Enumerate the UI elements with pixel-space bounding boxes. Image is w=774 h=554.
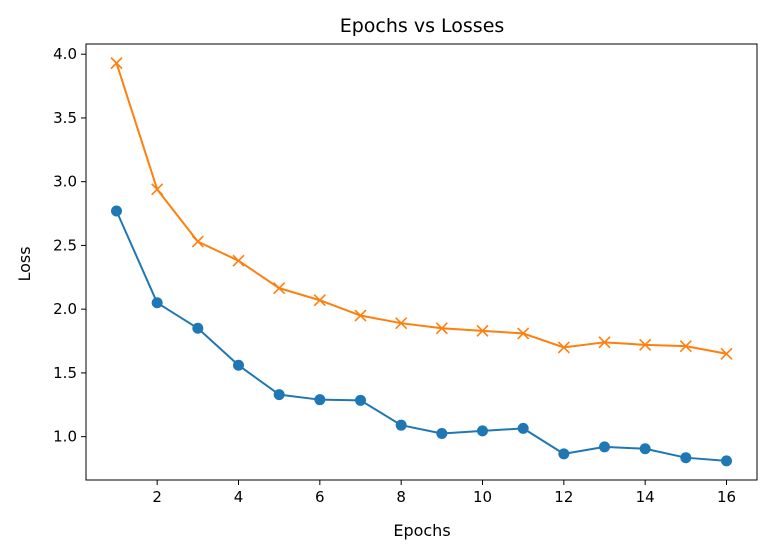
y-tick-label: 3.5 [53,109,77,127]
data-point-marker [395,419,407,431]
y-tick-label: 2.5 [53,236,77,254]
data-point-marker [233,359,244,371]
data-point-marker [273,282,286,295]
data-point-marker [354,309,367,322]
data-point-marker [110,57,123,70]
data-point-marker [679,340,692,353]
data-point-marker [395,317,408,330]
x-tick-label: 12 [554,488,573,506]
x-tick-label: 16 [717,488,736,506]
data-point-marker [599,441,610,453]
data-point-marker [639,443,651,455]
plot-frame [85,43,758,481]
chart-title: Epochs vs Losses [340,15,505,37]
y-tick-label: 1.5 [53,364,77,382]
data-point-marker [721,455,732,467]
y-tick-label: 4.0 [53,45,77,63]
data-point-marker [355,394,366,406]
data-point-marker [557,341,570,354]
x-tick-label: 10 [473,488,492,506]
data-point-marker [720,347,733,360]
x-axis-label: Epochs [393,521,450,540]
x-tick-label: 2 [152,488,162,506]
data-point-marker [191,235,204,248]
data-point-marker [436,427,448,439]
y-axis-label: Loss [15,246,34,281]
data-point-marker [435,322,448,335]
data-point-marker [151,183,164,196]
x-tick-label: 6 [315,488,325,506]
data-point-marker [232,254,245,267]
data-point-marker [273,389,285,401]
data-point-marker [598,336,611,349]
data-point-marker [192,322,204,334]
x-tick-label: 8 [396,488,406,506]
y-tick-label: 3.0 [53,173,77,191]
data-point-marker [313,294,326,307]
x-tick-label: 4 [234,488,244,506]
y-tick-label: 1.0 [53,428,77,446]
data-point-marker [639,338,652,351]
data-point-marker [477,425,488,437]
y-tick-label: 2.0 [53,300,77,318]
x-tick-label: 14 [636,488,655,506]
data-point-marker [151,297,163,309]
data-point-marker [476,324,489,337]
data-point-marker [111,205,122,217]
data-point-marker [558,448,570,460]
data-point-marker [517,422,529,434]
data-point-marker [517,327,530,340]
series-line-2 [115,62,727,355]
data-point-marker [680,452,692,464]
plot-area: 2 4 6 8 10 12 14 16 1.0 1.5 2.0 2.5 3.0 3.5 4.0 [53,43,758,506]
data-point-marker [314,394,326,406]
series-line-1 [115,210,727,462]
